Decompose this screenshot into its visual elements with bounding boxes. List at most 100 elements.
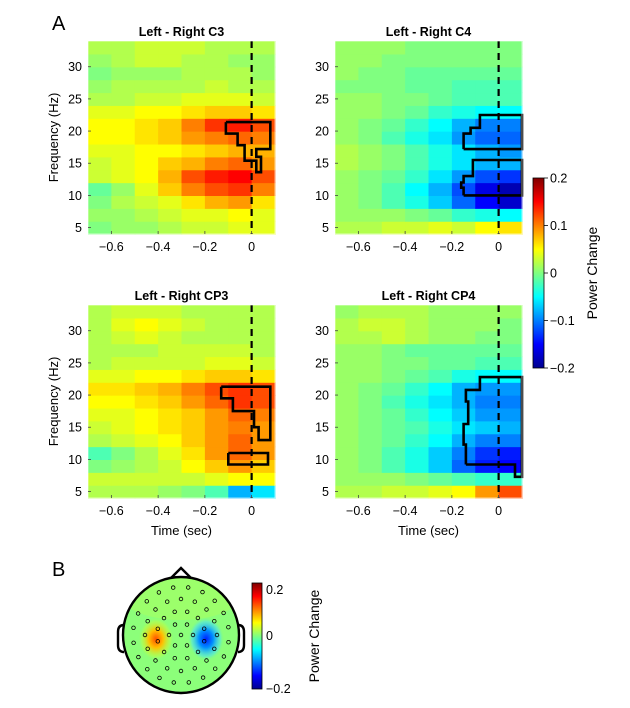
heatmap-cell xyxy=(158,472,183,486)
heatmap-cell xyxy=(251,330,276,345)
electrode-marker xyxy=(185,585,191,590)
heatmap-cell xyxy=(134,485,159,499)
colorbar-tick-label: 0 xyxy=(266,629,273,643)
heatmap-cell xyxy=(475,169,500,184)
heatmap-cell xyxy=(335,105,359,119)
axes-frame xyxy=(334,40,523,235)
heatmap-cell xyxy=(475,143,500,158)
x-tick-label: −0.4 xyxy=(393,240,418,254)
heatmap-cell xyxy=(134,407,159,422)
heatmap-cell xyxy=(158,79,183,94)
heatmap-cell xyxy=(475,118,500,132)
heatmap-cell xyxy=(428,131,453,145)
heatmap-cell xyxy=(475,305,500,319)
heatmap-cell xyxy=(134,369,159,383)
heatmap-cell xyxy=(358,195,383,209)
heatmap-cell xyxy=(381,169,406,184)
electrode-marker xyxy=(157,675,162,681)
heatmap-cell xyxy=(228,53,253,68)
heatmap-cell xyxy=(134,330,159,345)
heatmap-cell xyxy=(381,221,406,235)
heatmap-cell xyxy=(181,41,206,55)
heatmap-cell xyxy=(498,317,523,332)
heatmap-cell xyxy=(405,459,430,473)
heatmap-cell xyxy=(498,330,523,345)
x-tick-label: −0.2 xyxy=(440,240,465,254)
heatmap-cell xyxy=(428,433,453,448)
topoplot: 0.2 0 −0.2 Power Change xyxy=(116,566,322,696)
topo-left-focus xyxy=(138,617,174,661)
heatmap-cell xyxy=(405,343,430,358)
electrode-marker xyxy=(145,646,150,651)
electrode-marker xyxy=(204,607,209,612)
heatmap-cell xyxy=(204,156,229,171)
heatmap-cell xyxy=(111,395,136,409)
heatmap-cell xyxy=(498,446,523,460)
heatmap-cell xyxy=(158,305,183,319)
heatmap-cell xyxy=(335,66,359,81)
heatmap-cell xyxy=(134,446,159,460)
heatmap-cp4: Left - Right CP4 −0.6 −0.4 −0.2 0 5 10 15 20 25 30… xyxy=(315,289,524,538)
heatmap-cell xyxy=(335,92,359,106)
heatmap-cell xyxy=(204,369,229,383)
heatmap-cell xyxy=(111,66,136,81)
x-tick-label: −0.2 xyxy=(193,240,218,254)
colorbar-a: 0.2 0.1 0 −0.1 −0.2 Power Change xyxy=(532,172,600,376)
heatmap-cell xyxy=(475,195,500,209)
heatmap-cell xyxy=(181,317,206,332)
x-tick-label: 0 xyxy=(248,504,255,518)
electrode-marker xyxy=(136,654,141,660)
heatmap-cell xyxy=(381,53,406,68)
heatmap-cell xyxy=(228,433,253,448)
heatmap-cell xyxy=(358,66,383,81)
electrode-marker xyxy=(155,626,160,631)
heatmap-cell xyxy=(428,208,453,222)
heatmap-cell xyxy=(475,53,500,68)
heatmap-cell xyxy=(498,143,523,158)
heatmap-cell xyxy=(251,343,276,358)
electrode-marker xyxy=(161,615,167,621)
electrode-marker xyxy=(172,643,178,648)
heatmap-cell xyxy=(335,369,359,383)
heatmap-cell xyxy=(181,330,206,345)
heatmap-cell xyxy=(498,208,523,222)
heatmap-cell xyxy=(158,369,183,383)
heatmap-c4: Left - Right C4 −0.6 −0.4 −0.2 0 5 10 15 20 25 30 xyxy=(315,25,524,254)
heatmap-cell xyxy=(428,343,453,358)
heatmap-cell xyxy=(181,79,206,94)
heatmap-cell xyxy=(181,208,206,222)
electrode-marker xyxy=(166,632,172,638)
heatmap-cell xyxy=(158,356,183,370)
heatmap-cell xyxy=(228,92,253,106)
left-ear xyxy=(116,623,125,654)
heatmap-cell xyxy=(405,92,430,106)
heatmap-cell xyxy=(381,79,406,94)
heatmap-cell xyxy=(358,41,383,55)
y-tick-label: 25 xyxy=(68,356,82,370)
heatmap-cell xyxy=(475,66,500,81)
heatmap-cell xyxy=(181,92,206,106)
heatmap-cell xyxy=(111,485,136,499)
electrode-marker xyxy=(221,654,227,659)
heatmap-cell xyxy=(134,472,159,486)
electrode-marker xyxy=(184,643,190,648)
heatmap-cell xyxy=(181,459,206,473)
heatmap-cell xyxy=(204,169,229,184)
heatmap-cell xyxy=(405,382,430,396)
x-axis-label: Time (sec) xyxy=(398,523,459,538)
heatmap-cell xyxy=(428,118,453,132)
heatmap-cell xyxy=(335,79,359,94)
heatmap-cell xyxy=(381,41,406,55)
heatmap-cell xyxy=(111,105,136,119)
heatmap-cell xyxy=(381,343,406,358)
heatmap-cell xyxy=(335,118,359,132)
heatmap-cell xyxy=(181,105,206,119)
colorbar-b-ticks: 0.2 0 −0.2 xyxy=(266,583,291,696)
heatmap-cell xyxy=(451,143,476,158)
heatmap-cell xyxy=(358,317,383,332)
heatmap-cell xyxy=(498,195,523,209)
head-outline xyxy=(121,575,241,695)
colorbar-tick-label: −0.1 xyxy=(550,314,575,328)
heatmap-cell xyxy=(204,356,229,370)
heatmap-cell xyxy=(181,343,206,358)
